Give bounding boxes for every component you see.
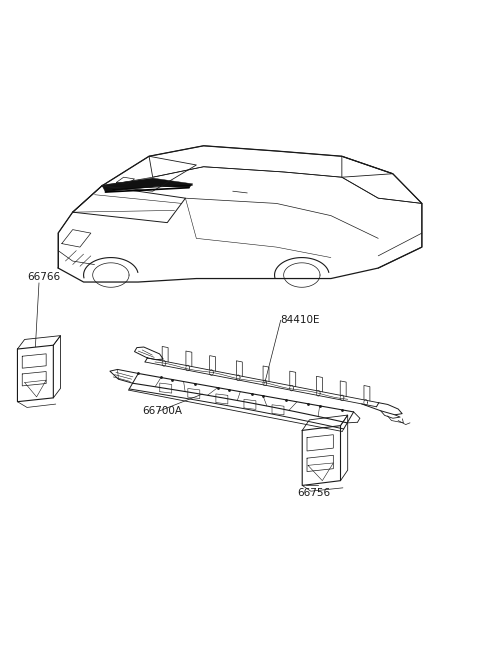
Text: 66756: 66756 xyxy=(298,488,331,498)
Polygon shape xyxy=(102,178,192,192)
Text: 66700A: 66700A xyxy=(142,406,182,417)
Text: 66766: 66766 xyxy=(27,272,60,282)
Text: 84410E: 84410E xyxy=(281,315,320,326)
